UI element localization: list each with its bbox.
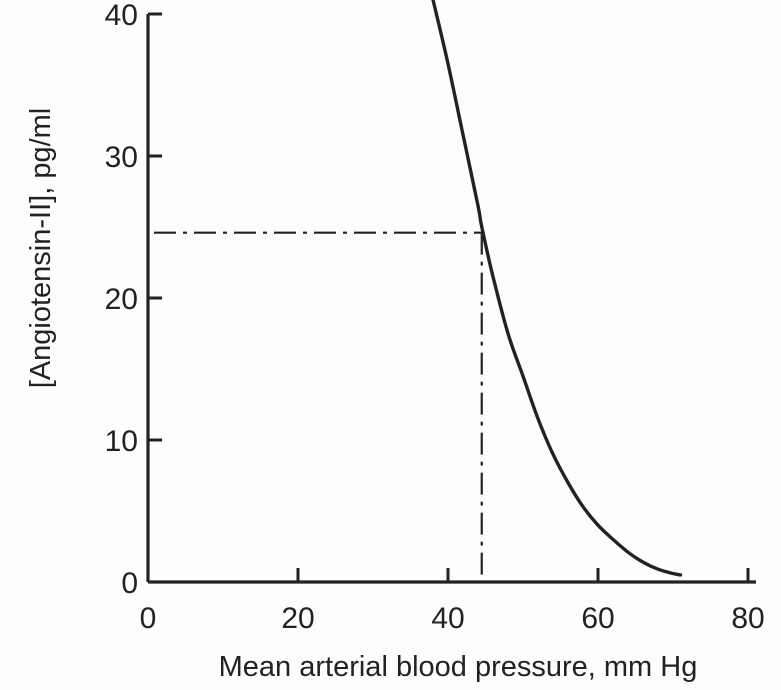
x-tick-label: 0 bbox=[140, 602, 157, 635]
y-tick-label: 10 bbox=[105, 425, 138, 458]
angiotensin-curve bbox=[431, 0, 683, 577]
x-tick-label: 20 bbox=[281, 602, 314, 635]
x-tick-label: 40 bbox=[431, 602, 464, 635]
axes bbox=[146, 12, 756, 584]
x-tick-label: 80 bbox=[731, 602, 764, 635]
y-tick-label: 40 bbox=[105, 0, 138, 32]
y-axis-title: [Angiotensin-II], pg/ml bbox=[25, 108, 57, 388]
x-tick-label: 60 bbox=[581, 602, 614, 635]
y-tick-label: 30 bbox=[105, 141, 138, 174]
x-axis-title: Mean arterial blood pressure, mm Hg bbox=[219, 651, 698, 683]
reference-lines bbox=[154, 231, 483, 582]
y-tick-label: 20 bbox=[105, 283, 138, 316]
tick-labels: 0 20 40 60 80 0 10 20 30 40 bbox=[105, 0, 765, 635]
series bbox=[431, 0, 683, 577]
y-tick-label: 0 bbox=[121, 567, 138, 600]
